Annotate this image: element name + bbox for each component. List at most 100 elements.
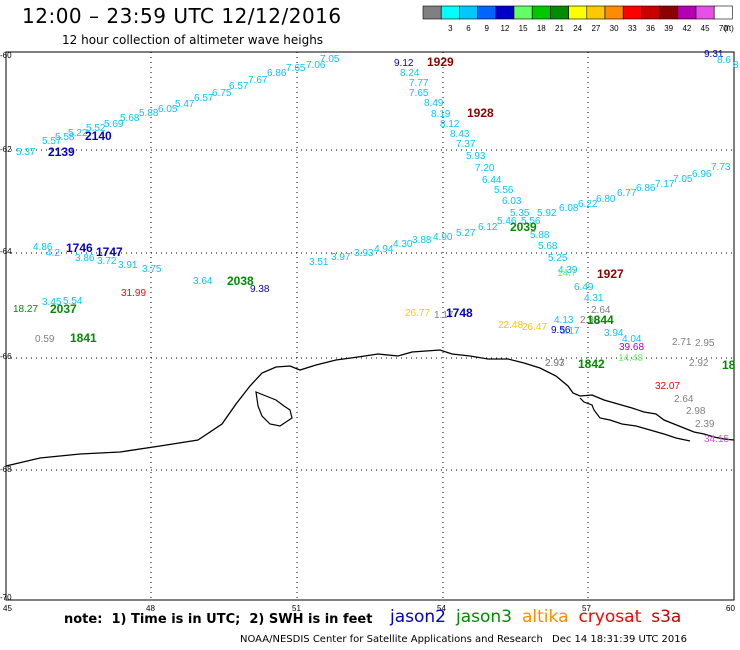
wave-height-value: 6.86 — [636, 183, 656, 194]
colorbar-swatch — [586, 5, 606, 20]
wave-height-value: 3.86 — [75, 253, 95, 264]
wave-height-value: 9.12 — [394, 58, 414, 69]
pass-time-label: 1747 — [96, 245, 123, 259]
wave-height-value: 18.27 — [13, 304, 38, 315]
colorbar-swatch — [550, 5, 569, 20]
wave-height-value: 7.17 — [655, 179, 675, 190]
wave-height-value: 6.57 — [194, 93, 214, 104]
wave-height-value: 2.90 — [580, 315, 600, 326]
wave-height-value: 31.99 — [121, 288, 146, 299]
wave-height-value: 6.03 — [502, 196, 522, 207]
page-subtitle: 12 hour collection of altimeter wave hei… — [62, 33, 324, 47]
lon-tick-label: 54 — [437, 604, 446, 613]
wave-height-value: 6.77 — [617, 188, 637, 199]
wave-height-value: 8.43 — [450, 129, 470, 140]
wave-height-value: 2.64 — [591, 305, 611, 316]
colorbar-swatch — [659, 5, 679, 20]
wave-height-value: 5.68 — [120, 113, 140, 124]
wave-height-value: 4.86 — [33, 242, 53, 253]
colorbar-tick-label: 24 — [573, 24, 582, 33]
lon-tick-label: 48 — [146, 604, 155, 613]
satellite-legend-item: altika — [522, 607, 569, 627]
wave-height-value: 6.44 — [482, 175, 502, 186]
wave-height-value: 7.06 — [306, 60, 326, 71]
wave-height-value: 6.05 — [158, 104, 178, 115]
wave-height-value: 4.39 — [558, 265, 578, 276]
pass-time-label: 1841 — [70, 331, 97, 345]
pass-time-label: 1842 — [578, 357, 605, 371]
wave-height-value: 3.51 — [309, 257, 329, 268]
generated-timestamp: Dec 14 18:31:39 UTC 2016 — [552, 634, 687, 645]
wave-height-value: 5.92 — [537, 208, 557, 219]
footer-note: note: 1) Time is in UTC; 2) SWH is in fe… — [64, 612, 373, 627]
wave-height-value: 2.95 — [695, 338, 715, 349]
lon-tick-label: 60 — [726, 604, 735, 613]
pass-time-label: 1928 — [467, 106, 494, 120]
satellite-legend-item: jason3 — [456, 607, 512, 627]
satellite-legend-item: cryosat — [578, 607, 642, 627]
colorbar-swatch — [641, 5, 660, 20]
wave-height-value: 7.05 — [320, 54, 340, 65]
lat-tick-label: -66 — [0, 352, 12, 361]
wave-height-value: 5.27 — [456, 228, 476, 239]
colorbar-tick-label: 27 — [591, 24, 600, 33]
wave-height-value: 5.17 — [560, 326, 580, 337]
wave-height-value: 5.22 — [68, 128, 88, 139]
wave-height-value: 7.65 — [286, 63, 306, 74]
wave-height-value: 5.88 — [139, 108, 159, 119]
wave-height-value: 2.97 — [545, 358, 565, 369]
pass-time-label: 1746 — [66, 241, 93, 255]
pass-time-label: 2038 — [227, 274, 254, 288]
colorbar-swatch — [713, 5, 733, 20]
lon-tick-label: 57 — [582, 604, 591, 613]
wave-height-value: 4.94 — [374, 244, 394, 255]
page-title: 12:00 – 23:59 UTC 12/12/2016 — [22, 4, 342, 28]
wave-height-value: 4.90 — [433, 232, 453, 243]
satellite-legend-item: jason2 — [390, 607, 446, 627]
wave-height-value: 9.56 — [551, 325, 571, 336]
wave-height-value: 4.13 — [554, 315, 574, 326]
colorbar-swatch — [513, 5, 533, 20]
colorbar-tick-label: 42 — [682, 24, 691, 33]
credit-line: NOAA/NESDIS Center for Satellite Applica… — [240, 634, 543, 645]
pass-time-label: 2037 — [50, 302, 77, 316]
wave-height-value: 6.12 — [478, 222, 498, 233]
graticule — [6, 52, 734, 600]
colorbar-tick-label: 70 — [719, 24, 728, 33]
wave-height-value: 2.39 — [695, 419, 715, 430]
wave-height-value: 5.52 — [86, 123, 106, 134]
wave-height-value: 14.7 — [557, 268, 577, 279]
wave-height-value: 6.57 — [229, 81, 249, 92]
wave-height-value: 8.6 — [717, 55, 731, 66]
wave-height-value: 5.25 — [548, 253, 568, 264]
wave-height-value: 0.59 — [35, 334, 55, 345]
pass-time-label: 1929 — [427, 55, 454, 69]
pass-time-label: 18 — [722, 358, 736, 372]
wave-height-value: 3.91 — [118, 260, 138, 271]
satellite-legend-item: s3a — [651, 607, 682, 627]
wave-height-value: 6.96 — [692, 169, 712, 180]
colorbar-tick-label: 21 — [555, 24, 564, 33]
colorbar-tick-label: 15 — [519, 24, 528, 33]
wave-height-value: 7.20 — [475, 163, 495, 174]
colorbar-swatch — [495, 5, 515, 20]
wave-height-value: 6.86 — [267, 68, 287, 79]
lon-axis: 45 48 51 54 57 60 — [3, 604, 735, 613]
wave-height-value: 8.12 — [440, 119, 460, 130]
coastline — [5, 349, 735, 467]
wave-height-value: 4.30 — [393, 239, 413, 250]
wave-height-value: 3.72 — [97, 256, 117, 267]
wave-height-value: 5.35 — [510, 208, 530, 219]
wave-height-value: 5.88 — [530, 230, 550, 241]
wave-height-value: 6.08 — [559, 203, 579, 214]
wave-height-value: 7.67 — [248, 75, 268, 86]
wave-height-value: 7.05 — [673, 174, 693, 185]
colorbar-swatch — [531, 5, 551, 20]
pass-time-label: 1748 — [446, 306, 473, 320]
lon-tick-label: 45 — [3, 604, 12, 613]
wave-height-value: 7.73 — [711, 162, 731, 173]
wave-height-value: 5.56 — [494, 185, 514, 196]
colorbar-tick-label: 33 — [628, 24, 637, 33]
wave-height-value: 2.93 — [545, 358, 565, 369]
